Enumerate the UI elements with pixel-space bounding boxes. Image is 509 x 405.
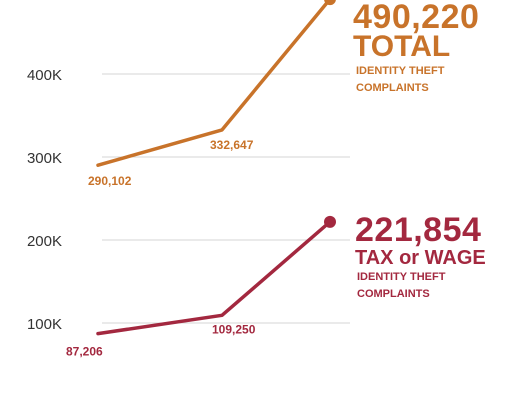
total-callout-value: 490,220 (353, 0, 480, 36)
series-line (96, 220, 332, 336)
tax-callout-caption-1: IDENTITY THEFT (357, 271, 446, 283)
tax-callout-label: TAX or WAGE (355, 247, 486, 269)
series-end-marker (324, 0, 336, 6)
total-callout-caption-2: COMPLAINTS (356, 82, 429, 94)
tax-callout-value: 221,854 (355, 211, 482, 249)
y-tick-label: 100K (27, 316, 62, 333)
y-tick-label: 300K (27, 150, 62, 167)
data-label: 332,647 (210, 138, 254, 152)
y-tick-label: 400K (27, 67, 62, 84)
y-tick-label: 200K (27, 233, 62, 250)
series-line (96, 0, 332, 167)
total-callout-caption-1: IDENTITY THEFT (356, 65, 445, 77)
data-label: 290,102 (88, 174, 132, 188)
data-label: 109,250 (212, 322, 256, 336)
tax-callout-caption-2: COMPLAINTS (357, 288, 430, 300)
data-label: 87,206 (66, 345, 103, 359)
series-end-marker (324, 215, 336, 228)
total-callout-label: TOTAL (353, 30, 451, 63)
